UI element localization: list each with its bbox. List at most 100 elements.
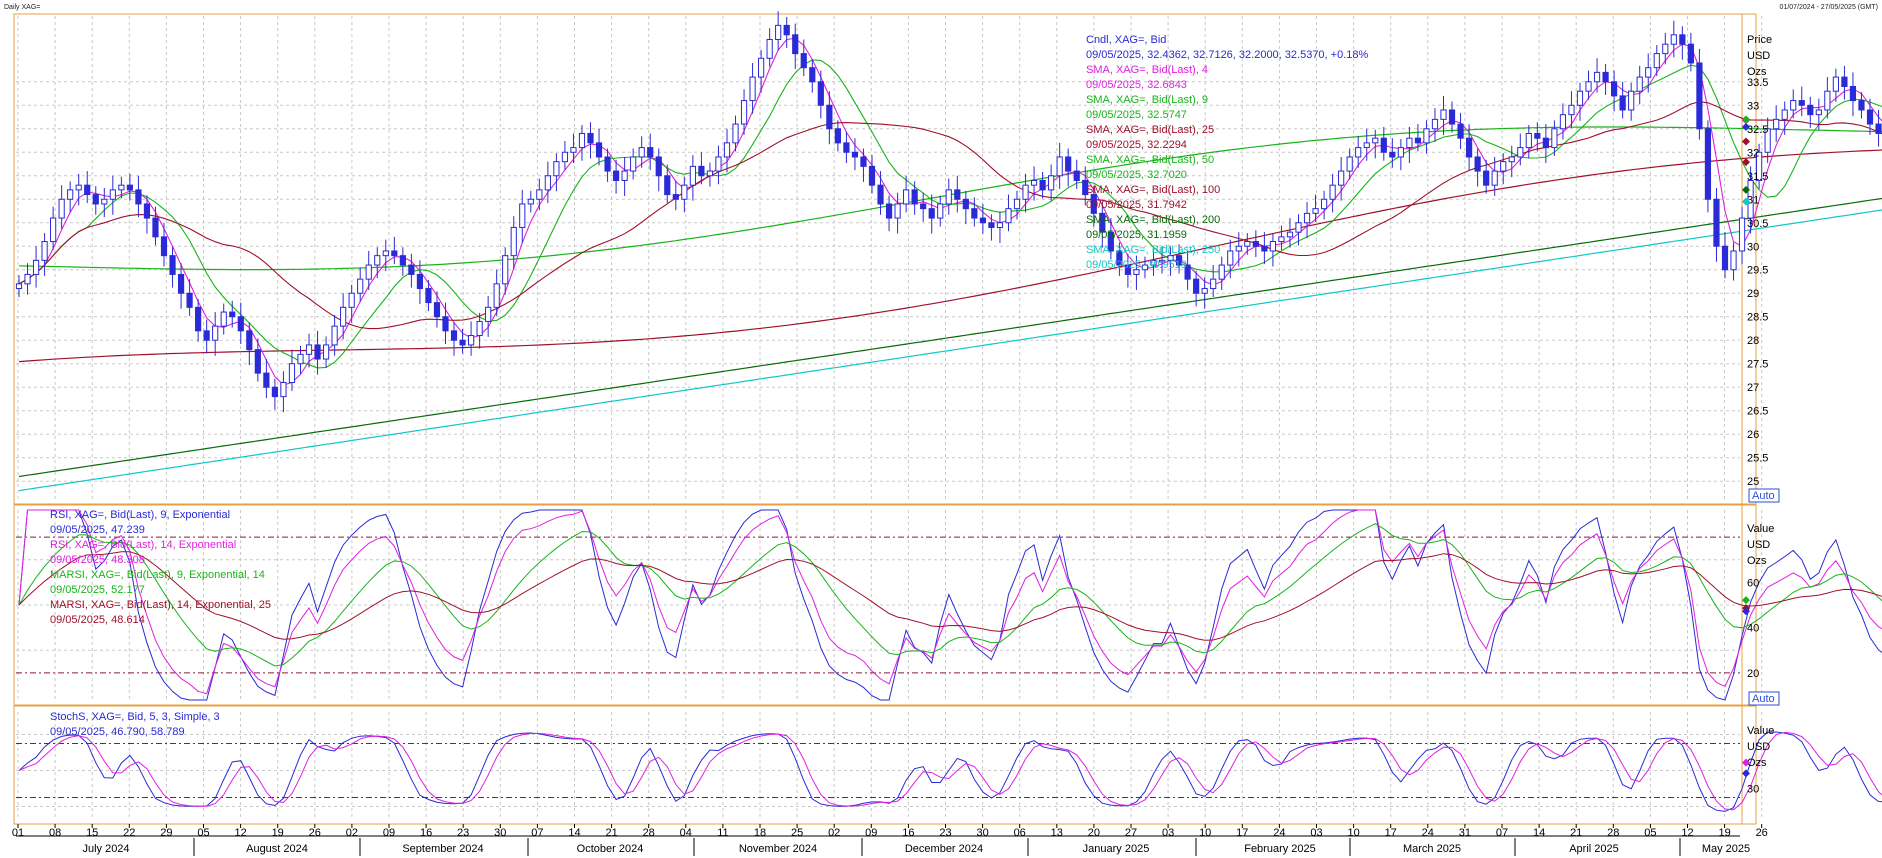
x-day-label: 16: [902, 827, 914, 839]
candle: [84, 171, 91, 204]
legend-series-name: MARSI, XAG=, Bid(Last), 14, Exponential,…: [50, 599, 271, 611]
candle-body: [911, 189, 918, 205]
candle: [322, 336, 330, 368]
candle-body: [1636, 76, 1643, 92]
candles: [15, 11, 1882, 413]
candle-body: [1858, 100, 1865, 111]
candle: [834, 120, 841, 152]
candle: [1756, 143, 1763, 189]
rsi-legend: RSI, XAG=, Bid(Last), 9, Exponential 09/0…: [50, 509, 271, 626]
candle: [280, 371, 287, 413]
candle-body: [527, 198, 534, 205]
x-day-label: 03: [1162, 827, 1174, 839]
candle-body: [288, 363, 296, 384]
candle: [996, 211, 1004, 243]
candle: [1048, 164, 1055, 201]
candle-body: [186, 292, 193, 308]
price-tick-label: 32: [1747, 147, 1759, 159]
candle-body: [595, 142, 603, 158]
candle: [638, 136, 645, 168]
candle-body: [237, 316, 244, 332]
candle-body: [1781, 109, 1788, 120]
candle: [1372, 129, 1379, 159]
rsi-axis-title: Value USD Ozs: [1747, 523, 1774, 567]
x-day-label: 05: [197, 827, 209, 839]
x-day-label: 11: [717, 827, 728, 839]
candle: [288, 349, 296, 391]
candle: [1065, 148, 1072, 187]
candle-body: [1193, 278, 1200, 294]
rsi-auto-scale-button[interactable]: Auto: [1748, 691, 1780, 706]
legend-series-value: 09/05/2025, 32.2294: [1086, 139, 1187, 151]
candle: [1448, 101, 1456, 133]
candle-body: [1320, 198, 1328, 210]
candle: [903, 175, 910, 213]
x-day-label: 19: [272, 827, 284, 839]
candle: [775, 11, 782, 51]
candle: [1099, 202, 1106, 248]
candle: [561, 140, 569, 171]
candle-body: [851, 151, 859, 158]
price-axis-title-line: Price: [1747, 34, 1772, 46]
candle: [817, 70, 824, 119]
candle: [664, 164, 671, 204]
candle-body: [1013, 198, 1021, 210]
candle: [954, 175, 961, 213]
price-tick-label: 25: [1747, 476, 1759, 488]
candle: [1295, 214, 1302, 246]
candle: [1542, 124, 1549, 164]
candle-body: [868, 165, 876, 186]
candle-body: [109, 189, 116, 200]
price-tick-label: 29.5: [1747, 265, 1768, 277]
candle: [1645, 53, 1652, 93]
x-day-label: 27: [1125, 827, 1137, 839]
candle: [1363, 128, 1370, 161]
x-day-label: 25: [791, 827, 803, 839]
candle: [67, 181, 74, 213]
candle-body: [1483, 170, 1490, 186]
candle-body: [1235, 245, 1242, 252]
candle-body: [118, 184, 125, 191]
price-auto-scale-button[interactable]: Auto: [1748, 488, 1780, 503]
rsi-auto-label: Auto: [1752, 693, 1775, 705]
candle-body: [382, 250, 389, 257]
candle: [860, 148, 867, 182]
x-day-label: 10: [1199, 827, 1211, 839]
candle: [826, 91, 833, 145]
candle-body: [1073, 170, 1080, 181]
candle: [672, 180, 679, 211]
candle-body: [604, 156, 611, 172]
price-tick-label: 27.5: [1747, 359, 1768, 371]
price-tick-label: 33: [1747, 100, 1759, 112]
candle: [1636, 65, 1643, 105]
candle-body: [1841, 76, 1848, 87]
candle: [1022, 173, 1029, 213]
candle: [374, 247, 381, 279]
candle: [305, 333, 313, 368]
candle-body: [75, 184, 82, 191]
candle-body: [672, 194, 679, 200]
candle-body: [1593, 71, 1601, 83]
legend-series-name: RSI, XAG=, Bid(Last), 14, Exponential: [50, 539, 236, 551]
x-day-label: 30: [494, 827, 506, 839]
moving-averages: [18, 37, 1882, 492]
x-day-label: 28: [1607, 827, 1619, 839]
candle-body: [945, 189, 952, 205]
rsi-14-line: [18, 509, 1882, 695]
candle-body: [305, 344, 313, 355]
candle: [1338, 156, 1345, 201]
candle-body: [357, 278, 364, 294]
candle: [1858, 92, 1865, 119]
candle: [476, 312, 483, 349]
stoch-axis-title: Value USD Ozs: [1747, 725, 1774, 769]
x-axis: 01 08 15 22 29 05 12 19 26 02 09 16 23 30 07 14 21 28 04 11…: [12, 824, 1768, 856]
candle-body: [1662, 43, 1669, 55]
candle: [962, 190, 969, 225]
candle: [937, 195, 944, 227]
candle-body: [766, 38, 773, 59]
rsi-tick-label: 20: [1747, 668, 1759, 680]
candle: [1397, 139, 1404, 171]
candle: [254, 338, 261, 382]
legend-series-value: 09/05/2025, 52.177: [50, 584, 145, 596]
candle: [1491, 156, 1498, 196]
